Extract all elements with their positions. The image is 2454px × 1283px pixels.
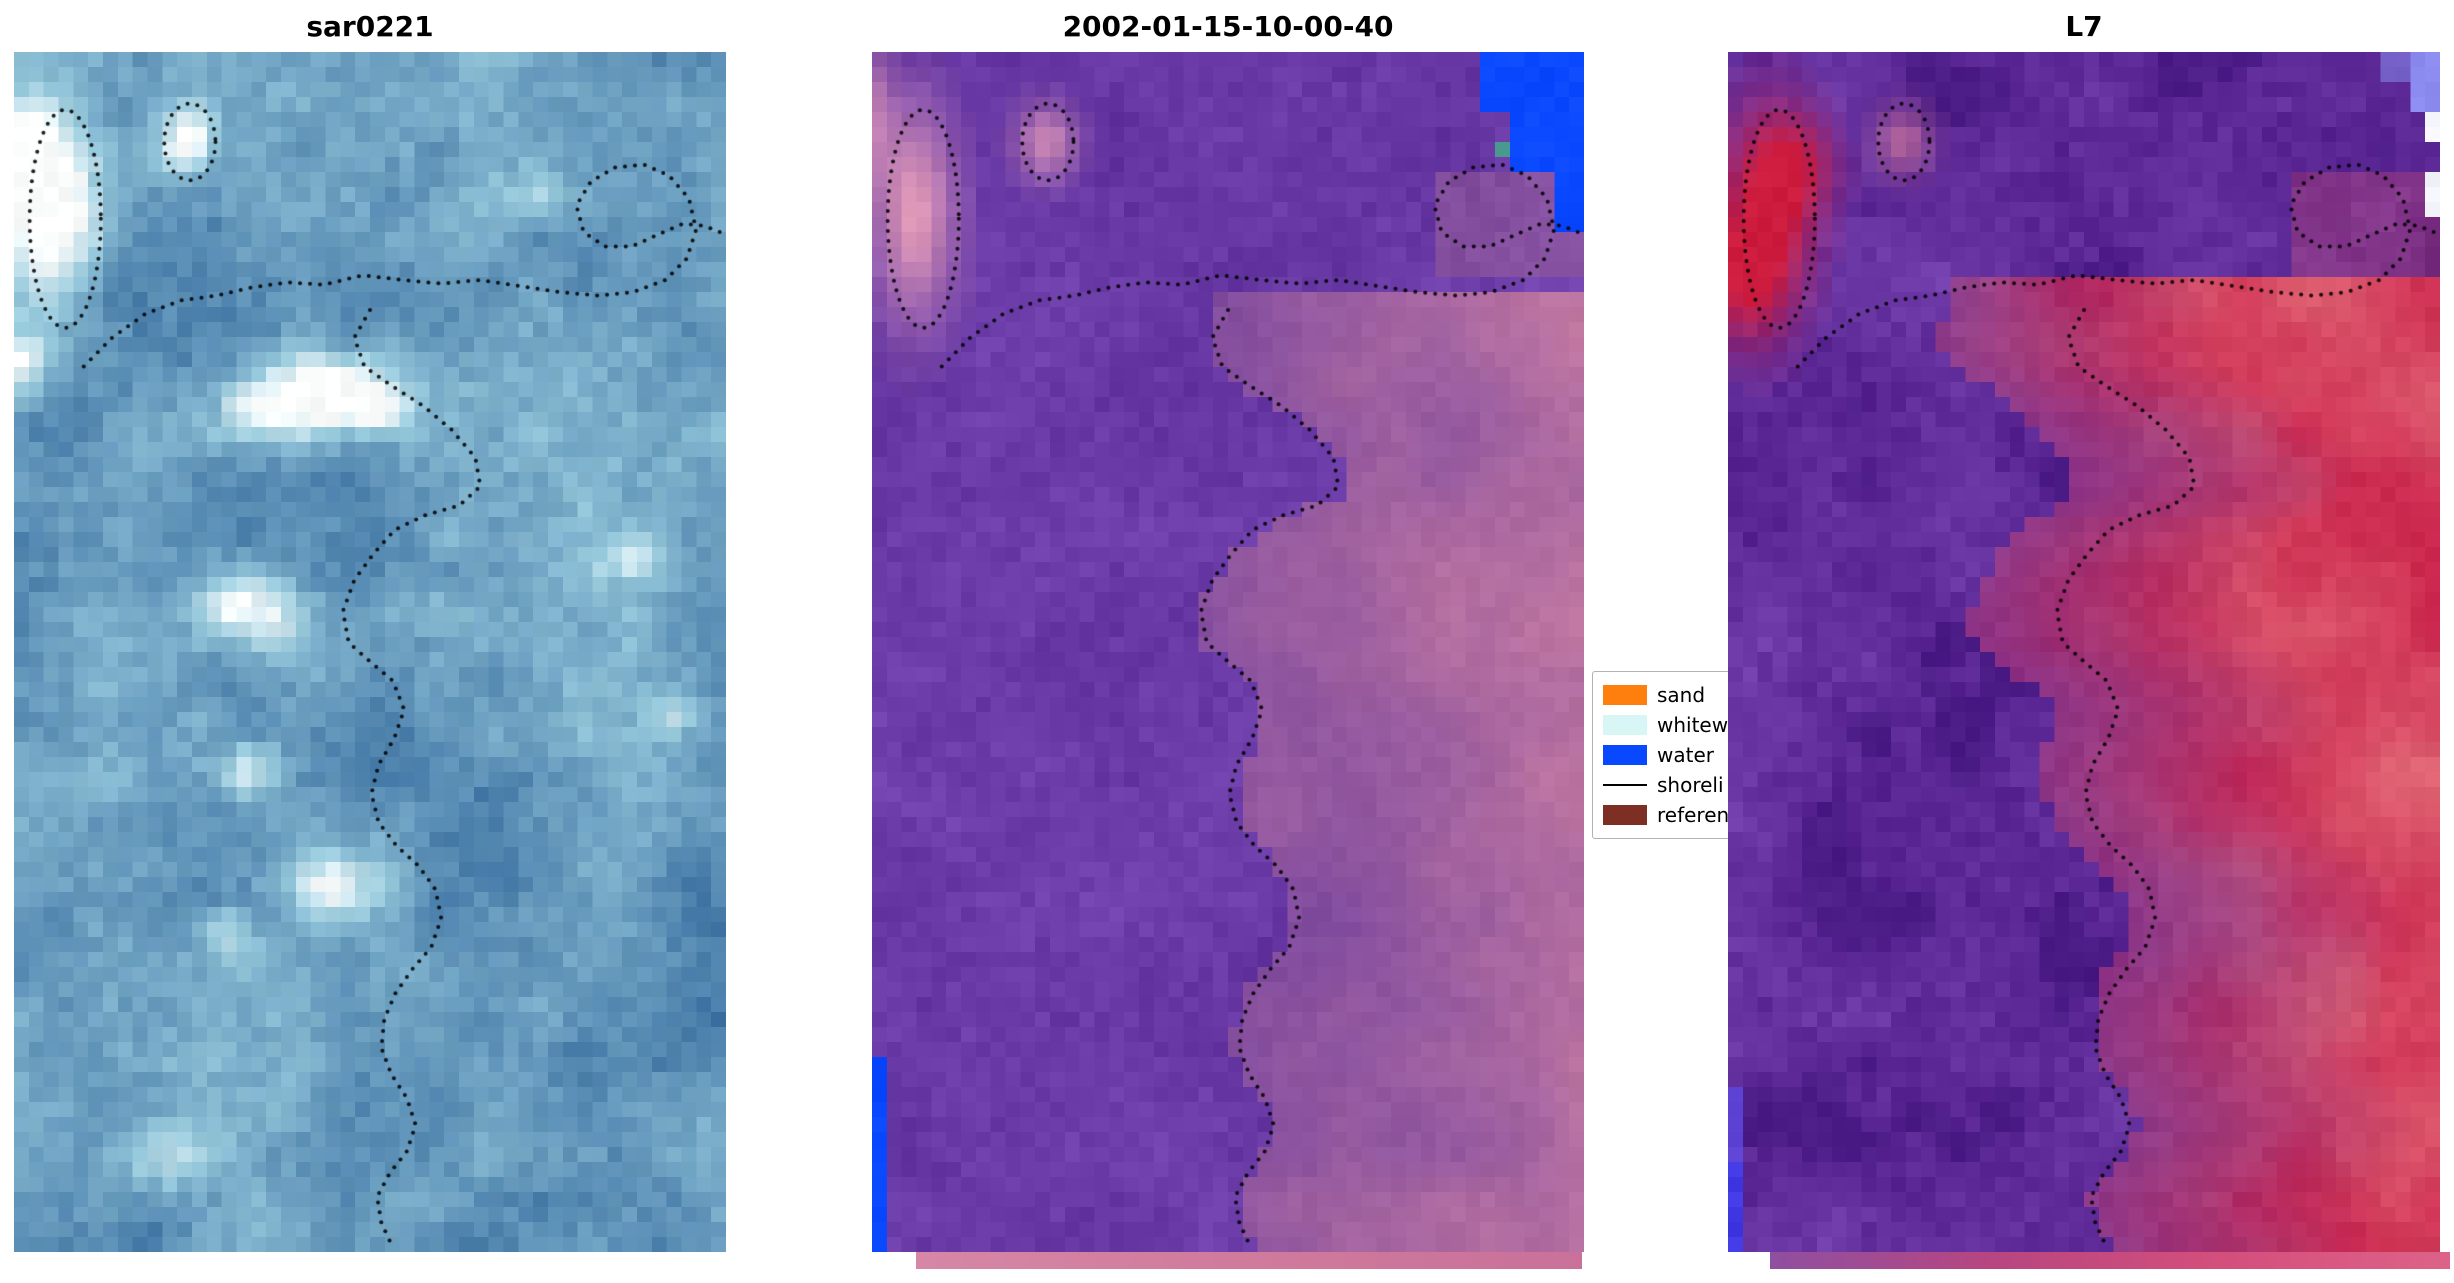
shoreline-line-swatch — [1603, 784, 1647, 786]
sand-swatch — [1603, 685, 1647, 705]
panel-title-sar: sar0221 — [306, 10, 434, 43]
shoreline-dots-canvas — [1728, 52, 2440, 1252]
classified-image-panel — [872, 52, 1584, 1252]
panel-title-l7: L7 — [2065, 10, 2103, 43]
legend-label-sand: sand — [1657, 683, 1706, 707]
reference-strip-right — [1770, 1252, 2450, 1269]
shoreline-dots-canvas — [14, 52, 726, 1252]
whitewater-swatch — [1603, 715, 1647, 735]
shoreline-dots-canvas — [872, 52, 1584, 1252]
legend-item-sand: sand — [1603, 680, 1799, 710]
legend-item-whitewater: whitew — [1603, 710, 1799, 740]
reference-swatch — [1603, 805, 1647, 825]
legend-item-reference: referen — [1603, 800, 1799, 830]
legend-label-reference: referen — [1657, 803, 1730, 827]
legend-label-shoreline: shoreli — [1657, 773, 1724, 797]
panel-title-timestamp: 2002-01-15-10-00-40 — [1062, 10, 1394, 43]
legend-label-water: water — [1657, 743, 1714, 767]
l7-image-panel — [1728, 52, 2440, 1252]
legend-label-whitewater: whitew — [1657, 713, 1729, 737]
sar-image-panel — [14, 52, 726, 1252]
reference-strip-middle — [916, 1252, 1582, 1269]
water-swatch — [1603, 745, 1647, 765]
legend-item-water: water — [1603, 740, 1799, 770]
legend-item-shoreline: shoreli — [1603, 770, 1799, 800]
